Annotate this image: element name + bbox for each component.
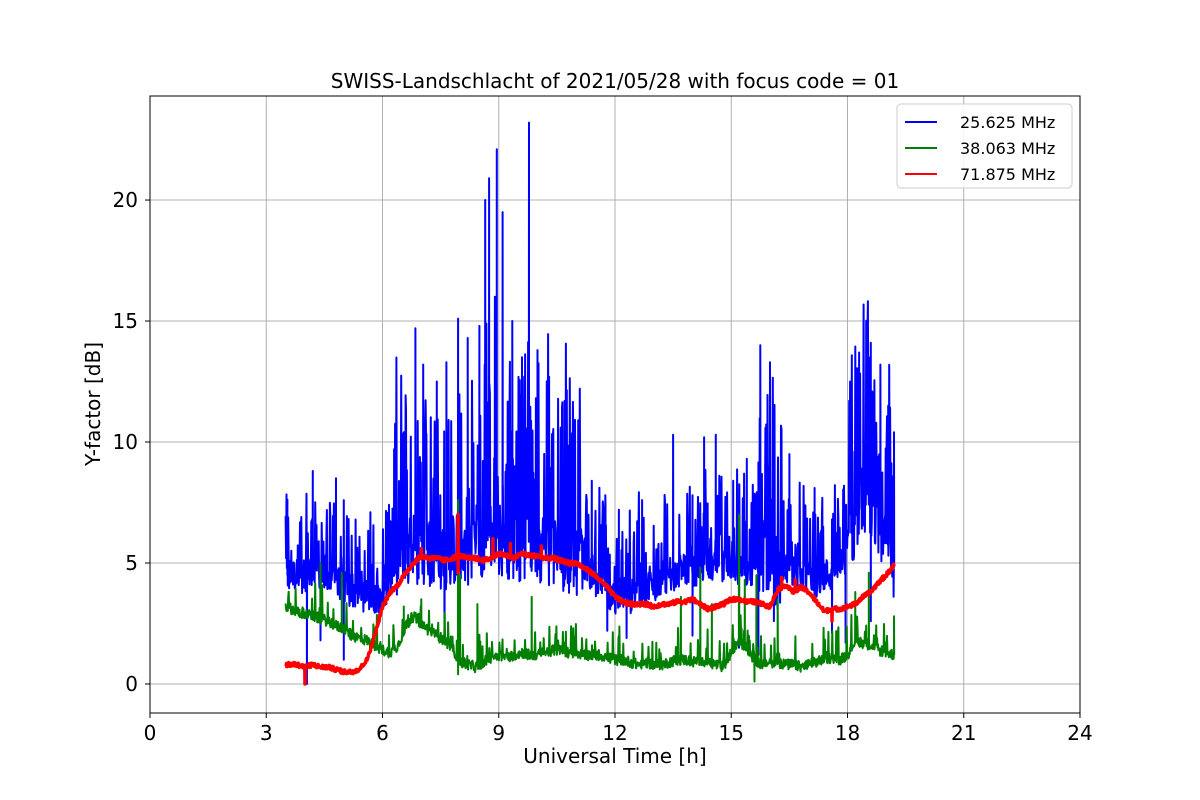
- y-tick-label: 20: [113, 188, 138, 212]
- y-tick-label: 10: [113, 430, 138, 454]
- axis-ticks: 0 3 6 9 12 15 18 21 24 0 5 10 15 20: [113, 188, 1093, 745]
- x-tick-label: 21: [951, 721, 976, 745]
- x-tick-label: 6: [376, 721, 389, 745]
- series-layer: [284, 121, 896, 686]
- x-tick-label: 15: [719, 721, 744, 745]
- chart-title: SWISS-Landschlacht of 2021/05/28 with fo…: [331, 69, 899, 93]
- x-tick-label: 24: [1067, 721, 1092, 745]
- x-tick-label: 3: [260, 721, 273, 745]
- x-tick-label: 18: [835, 721, 860, 745]
- y-tick-label: 15: [113, 309, 138, 333]
- x-axis-label: Universal Time [h]: [523, 744, 706, 768]
- series-line-38-063-mhz: [284, 499, 896, 683]
- plot-area: [284, 121, 896, 686]
- legend-label: 71.875 MHz: [960, 165, 1055, 184]
- y-tick-label: 0: [125, 672, 138, 696]
- y-axis-label: Y-factor [dB]: [81, 342, 105, 467]
- x-tick-label: 12: [602, 721, 627, 745]
- grid-lines: [149, 96, 1081, 713]
- series-line-25-625-mhz: [284, 121, 896, 685]
- y-tick-label: 5: [125, 551, 138, 575]
- legend-box: [896, 103, 1073, 189]
- legend-label: 38.063 MHz: [960, 139, 1055, 158]
- x-tick-label: 9: [492, 721, 505, 745]
- x-tick-label: 0: [144, 721, 157, 745]
- legend-label: 25.625 MHz: [960, 113, 1055, 132]
- series-line-71-875-mhz: [284, 512, 896, 686]
- legend: 25.625 MHz 38.063 MHz 71.875 MHz: [896, 103, 1073, 189]
